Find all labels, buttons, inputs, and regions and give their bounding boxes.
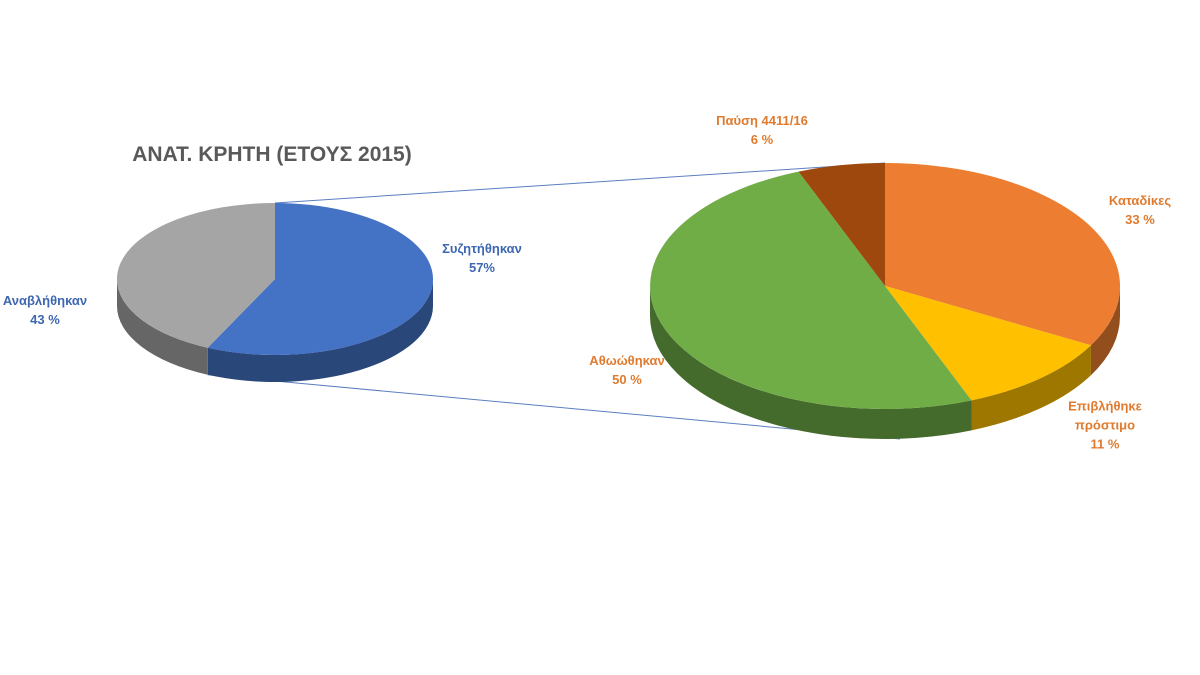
category-label: Καταδίκες [1108,193,1172,208]
data-label: Επιβλήθηκε πρόστιμο 11 % [1058,397,1153,454]
slice [117,203,275,348]
data-label: Συζητήθηκαν 57% [442,239,522,277]
data-label: Αθωώθηκαν 50 % [589,351,664,389]
value-label: 33 % [1125,212,1155,227]
slice [650,171,972,409]
slice-side [971,345,1091,431]
connector-line [274,162,886,204]
slice [207,203,434,355]
slice [798,163,885,286]
slice-side [650,286,972,439]
slice [885,163,1120,346]
connector-line [207,374,901,440]
value-label: 6 % [750,132,774,147]
category-label: Αναβλήθηκαν [2,293,88,308]
category-label: Παύση 4411/16 [716,113,808,128]
category-label: Επιβλήθηκε πρόστιμο [1068,398,1142,433]
data-label: Παύση 4411/16 6 % [716,111,808,149]
slice [885,286,1091,401]
slice-side [1090,286,1120,376]
value-label: 11 % [1090,436,1120,452]
category-label: Αθωώθηκαν [589,353,665,368]
category-label: Συζητήθηκαν [442,241,522,256]
slice-side [117,279,208,375]
value-label: 43 % [30,312,60,327]
chart-title: ΑΝΑΤ. ΚΡΗΤΗ (ΕΤΟΥΣ 2015) [132,143,412,166]
value-label: 50 % [612,372,642,387]
data-label: Αναβλήθηκαν 43 % [3,291,87,329]
value-label: 57% [468,260,496,275]
slice-side [207,279,433,382]
data-label: Καταδίκες 33 % [1109,191,1171,229]
